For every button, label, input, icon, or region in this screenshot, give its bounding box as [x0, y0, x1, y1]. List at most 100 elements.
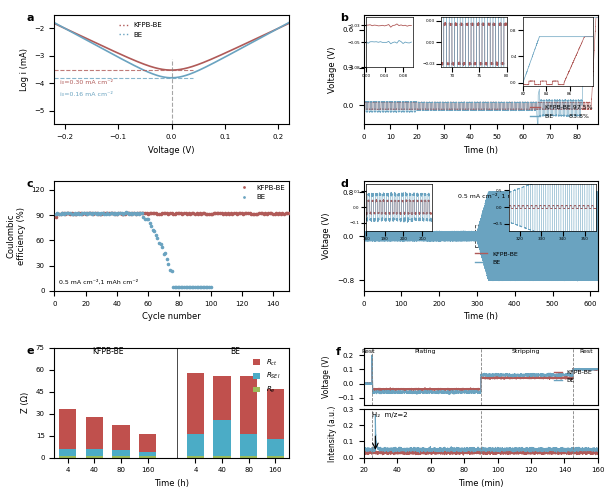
Bar	[475, 225, 484, 247]
Point	[165, 266, 175, 274]
Y-axis label: Voltage (V): Voltage (V)	[328, 46, 337, 93]
Point	[93, 210, 103, 218]
Point	[145, 219, 155, 227]
Point	[73, 209, 83, 217]
Point	[175, 209, 184, 217]
Point	[176, 210, 185, 217]
Point	[129, 209, 139, 217]
Point	[109, 209, 118, 217]
Point	[242, 210, 251, 217]
Point	[132, 209, 142, 217]
Bar	[86, 449, 103, 456]
Point	[84, 210, 94, 217]
Point	[89, 210, 98, 217]
Point	[93, 210, 103, 217]
Point	[54, 210, 64, 218]
Point	[51, 213, 61, 221]
Point	[175, 283, 184, 291]
Point	[97, 209, 106, 217]
Point	[156, 240, 165, 248]
Y-axis label: Z (Ω): Z (Ω)	[21, 392, 30, 413]
Point	[138, 213, 148, 221]
Point	[79, 210, 89, 217]
Point	[204, 210, 214, 217]
Point	[146, 222, 156, 230]
Point	[252, 210, 262, 217]
Point	[103, 210, 112, 217]
Point	[56, 210, 65, 218]
Point	[231, 210, 240, 217]
Text: a: a	[26, 13, 34, 23]
Point	[90, 209, 100, 217]
Point	[81, 210, 91, 217]
Point	[66, 209, 76, 217]
Point	[111, 210, 120, 218]
Point	[54, 210, 64, 217]
Bar	[139, 434, 156, 452]
Point	[85, 210, 95, 217]
Point	[62, 209, 72, 217]
Point	[185, 210, 195, 217]
Point	[195, 283, 205, 291]
Point	[182, 283, 192, 291]
Legend: KFPB-BE 97.5%, BE        83.8%: KFPB-BE 97.5%, BE 83.8%	[528, 102, 595, 121]
Point	[151, 209, 161, 217]
Point	[193, 283, 203, 291]
Point	[112, 211, 121, 218]
Point	[281, 209, 291, 217]
Point	[217, 210, 226, 217]
Point	[126, 210, 136, 218]
Point	[199, 210, 209, 217]
Point	[206, 283, 216, 291]
Text: f: f	[336, 347, 341, 357]
Point	[150, 227, 159, 235]
Point	[237, 210, 246, 217]
Point	[120, 210, 129, 217]
Point	[53, 210, 62, 217]
Point	[89, 209, 98, 217]
Point	[199, 283, 209, 291]
Point	[148, 210, 158, 217]
Text: Rest: Rest	[361, 349, 374, 354]
Point	[121, 209, 131, 216]
Point	[215, 209, 225, 216]
Point	[82, 209, 92, 217]
Point	[97, 210, 106, 218]
Point	[193, 210, 203, 217]
Bar	[240, 456, 257, 458]
X-axis label: Time (min): Time (min)	[458, 479, 504, 488]
Point	[169, 283, 178, 291]
Point	[145, 209, 155, 217]
Legend: KFPB-BE, BE: KFPB-BE, BE	[551, 367, 595, 386]
Point	[137, 209, 147, 217]
Point	[239, 210, 248, 217]
Bar	[59, 409, 76, 449]
Point	[173, 283, 182, 291]
Bar	[86, 417, 103, 449]
Point	[246, 210, 256, 217]
Point	[143, 210, 153, 217]
Point	[148, 226, 158, 234]
Point	[228, 210, 237, 218]
Point	[142, 215, 152, 223]
Point	[115, 209, 125, 217]
Point	[202, 283, 212, 291]
Point	[161, 209, 170, 217]
Text: KFPB-BE: KFPB-BE	[92, 347, 123, 356]
Point	[95, 210, 104, 218]
Point	[187, 283, 197, 291]
Bar	[187, 373, 204, 434]
Point	[254, 210, 264, 217]
Point	[118, 210, 128, 217]
Point	[71, 211, 81, 218]
Point	[146, 210, 156, 217]
Point	[92, 211, 101, 218]
Point	[124, 209, 134, 217]
Text: Plating: Plating	[415, 349, 436, 354]
Text: c: c	[26, 179, 33, 189]
Bar	[267, 456, 284, 458]
Point	[153, 210, 162, 217]
Point	[74, 210, 84, 217]
Point	[265, 210, 275, 217]
Y-axis label: Voltage (V): Voltage (V)	[323, 355, 331, 398]
